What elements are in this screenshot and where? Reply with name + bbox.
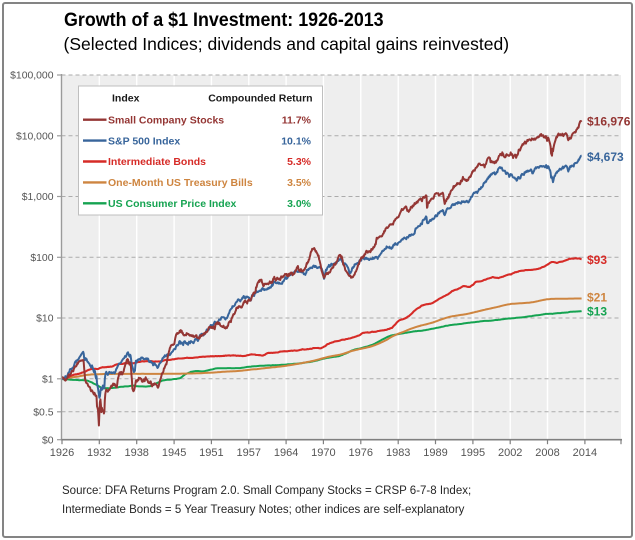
svg-text:$10,000: $10,000 — [16, 132, 54, 143]
svg-text:1945: 1945 — [162, 447, 186, 459]
svg-text:10.1%: 10.1% — [281, 135, 311, 147]
svg-text:1983: 1983 — [386, 447, 410, 459]
svg-text:2002: 2002 — [498, 447, 522, 459]
svg-text:$0.5: $0.5 — [33, 408, 53, 419]
svg-text:$1,000: $1,000 — [22, 192, 54, 203]
svg-text:1989: 1989 — [423, 447, 447, 459]
svg-text:1995: 1995 — [461, 447, 485, 459]
svg-text:1970: 1970 — [311, 447, 335, 459]
svg-text:US Consumer Price Index: US Consumer Price Index — [108, 198, 237, 210]
svg-text:$16,976: $16,976 — [587, 115, 631, 129]
svg-text:Index: Index — [112, 93, 140, 105]
svg-text:$100: $100 — [30, 253, 53, 264]
svg-text:1932: 1932 — [87, 447, 111, 459]
svg-text:1926: 1926 — [50, 447, 74, 459]
svg-text:1957: 1957 — [237, 447, 261, 459]
svg-text:Intermediate Bonds: Intermediate Bonds — [108, 156, 206, 168]
svg-text:$1: $1 — [42, 375, 54, 386]
svg-text:1951: 1951 — [199, 447, 223, 459]
svg-text:11.7%: 11.7% — [282, 114, 312, 126]
svg-text:5.3%: 5.3% — [287, 156, 312, 168]
svg-text:$93: $93 — [587, 253, 607, 267]
svg-text:$0: $0 — [42, 435, 54, 446]
svg-text:Compounded Return: Compounded Return — [208, 93, 312, 105]
svg-text:1964: 1964 — [274, 447, 298, 459]
svg-text:$21: $21 — [587, 291, 607, 305]
svg-text:3.5%: 3.5% — [287, 177, 312, 189]
svg-text:1938: 1938 — [124, 447, 148, 459]
svg-text:One-Month US Treasury Bills: One-Month US Treasury Bills — [108, 177, 253, 189]
svg-text:1976: 1976 — [349, 447, 373, 459]
svg-text:$13: $13 — [587, 305, 607, 319]
svg-text:3.0%: 3.0% — [287, 198, 312, 210]
svg-text:2014: 2014 — [573, 447, 597, 459]
svg-text:$10: $10 — [36, 314, 54, 325]
svg-text:$4,673: $4,673 — [587, 150, 624, 164]
svg-text:Small Company Stocks: Small Company Stocks — [108, 114, 224, 126]
svg-text:S&P 500 Index: S&P 500 Index — [108, 135, 180, 147]
svg-text:$100,000: $100,000 — [10, 71, 54, 82]
svg-text:2008: 2008 — [535, 447, 559, 459]
